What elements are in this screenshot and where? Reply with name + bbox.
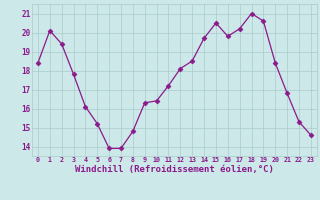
X-axis label: Windchill (Refroidissement éolien,°C): Windchill (Refroidissement éolien,°C) [75, 165, 274, 174]
